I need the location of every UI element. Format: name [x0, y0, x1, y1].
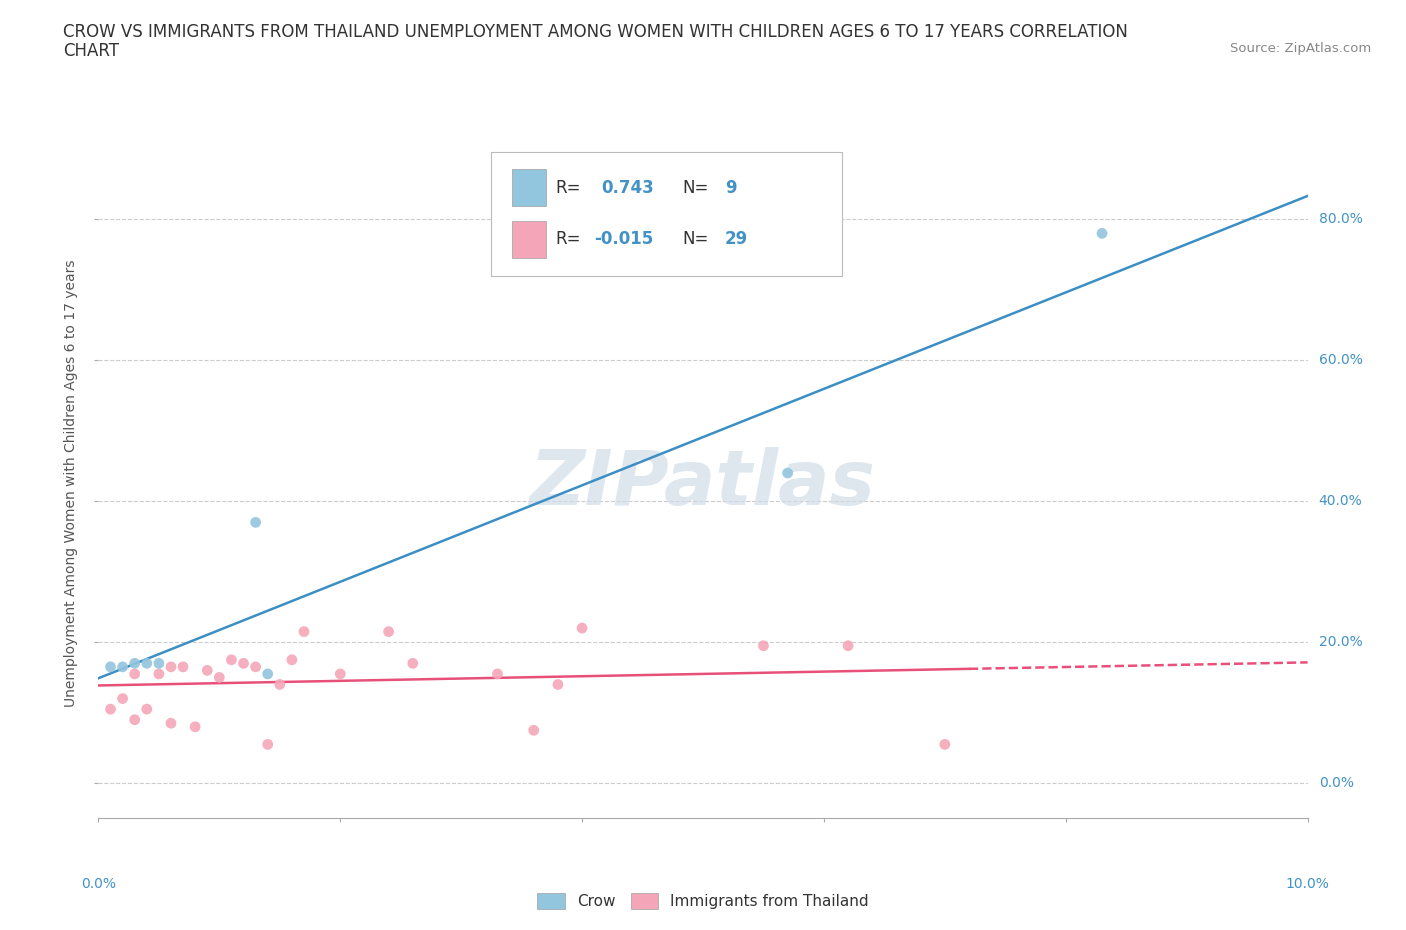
- Point: [124, 667, 146, 682]
- Point: [100, 659, 122, 674]
- FancyBboxPatch shape: [492, 153, 842, 276]
- Point: [571, 620, 593, 635]
- Text: 0.743: 0.743: [602, 179, 654, 196]
- Point: [269, 677, 291, 692]
- Point: [124, 712, 146, 727]
- Point: [208, 670, 231, 684]
- Text: 0.0%: 0.0%: [82, 877, 115, 891]
- Point: [148, 656, 170, 671]
- Point: [135, 656, 157, 671]
- Text: 40.0%: 40.0%: [1319, 494, 1362, 508]
- Point: [184, 719, 207, 734]
- Point: [329, 667, 352, 682]
- Point: [148, 667, 170, 682]
- Text: 9: 9: [724, 179, 737, 196]
- Point: [195, 663, 218, 678]
- Text: N=: N=: [682, 231, 709, 248]
- Text: 29: 29: [724, 231, 748, 248]
- Point: [124, 656, 146, 671]
- FancyBboxPatch shape: [512, 169, 546, 206]
- Point: [486, 667, 509, 682]
- Point: [547, 677, 569, 692]
- Text: 0.0%: 0.0%: [1319, 777, 1354, 790]
- Point: [377, 624, 399, 639]
- Text: 60.0%: 60.0%: [1319, 353, 1362, 367]
- Text: CHART: CHART: [63, 42, 120, 60]
- Text: -0.015: -0.015: [595, 231, 654, 248]
- Point: [1091, 226, 1114, 241]
- Point: [256, 667, 278, 682]
- Legend: Crow, Immigrants from Thailand: Crow, Immigrants from Thailand: [537, 893, 869, 909]
- Point: [232, 656, 254, 671]
- Point: [523, 723, 546, 737]
- Point: [934, 737, 956, 751]
- Point: [402, 656, 425, 671]
- Point: [111, 659, 134, 674]
- Point: [256, 737, 278, 751]
- FancyBboxPatch shape: [512, 220, 546, 258]
- Point: [776, 466, 799, 481]
- Text: 10.0%: 10.0%: [1285, 877, 1330, 891]
- Point: [837, 638, 859, 653]
- Text: N=: N=: [682, 179, 709, 196]
- Point: [160, 659, 183, 674]
- Text: CROW VS IMMIGRANTS FROM THAILAND UNEMPLOYMENT AMONG WOMEN WITH CHILDREN AGES 6 T: CROW VS IMMIGRANTS FROM THAILAND UNEMPLO…: [63, 23, 1128, 41]
- Point: [100, 702, 122, 717]
- Text: 80.0%: 80.0%: [1319, 212, 1362, 226]
- Y-axis label: Unemployment Among Women with Children Ages 6 to 17 years: Unemployment Among Women with Children A…: [65, 259, 79, 708]
- Point: [135, 702, 157, 717]
- Point: [245, 659, 267, 674]
- Point: [245, 515, 267, 530]
- Point: [221, 652, 243, 667]
- Text: R=: R=: [555, 231, 581, 248]
- Text: ZIPatlas: ZIPatlas: [530, 446, 876, 521]
- Text: R=: R=: [555, 179, 581, 196]
- Point: [160, 716, 183, 731]
- Point: [281, 652, 304, 667]
- Text: 20.0%: 20.0%: [1319, 635, 1362, 649]
- Text: Source: ZipAtlas.com: Source: ZipAtlas.com: [1230, 42, 1371, 55]
- Point: [172, 659, 194, 674]
- Point: [752, 638, 775, 653]
- Point: [292, 624, 315, 639]
- Point: [111, 691, 134, 706]
